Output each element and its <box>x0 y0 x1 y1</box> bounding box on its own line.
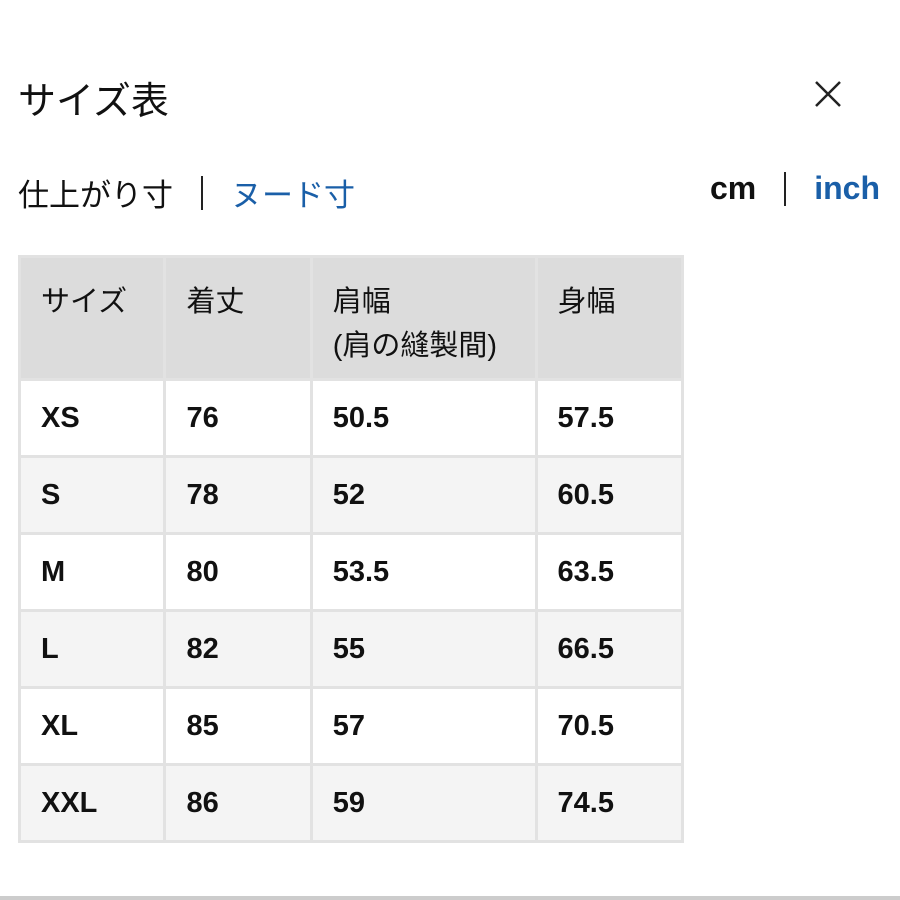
header-chest: 身幅 <box>534 255 685 381</box>
cell-chest: 63.5 <box>534 532 685 612</box>
cell-size: L <box>17 609 167 689</box>
bottom-divider <box>0 896 900 900</box>
table-row: XL 85 57 70.5 <box>17 686 685 766</box>
tab-nude-size[interactable]: ヌード寸 <box>231 178 355 213</box>
cell-size: XS <box>17 378 167 458</box>
table-row: S 78 52 60.5 <box>17 455 685 535</box>
cell-chest: 60.5 <box>534 455 685 535</box>
cell-size: M <box>17 532 167 612</box>
cell-shoulder: 57 <box>309 686 538 766</box>
page-title: サイズ表 <box>18 81 169 123</box>
cell-length: 78 <box>163 455 313 535</box>
cell-size: XXL <box>17 763 167 843</box>
cell-length: 86 <box>163 763 313 843</box>
header-shoulder: 肩幅 (肩の縫製間) <box>309 255 538 381</box>
size-table: サイズ 着丈 肩幅 (肩の縫製間) 身幅 XS 76 50.5 57.5 S 78 52 60.… <box>17 255 685 843</box>
cell-shoulder: 52 <box>309 455 538 535</box>
divider <box>201 175 203 210</box>
header-size: サイズ <box>17 255 167 381</box>
table-row: M 80 53.5 63.5 <box>17 532 685 612</box>
close-icon[interactable] <box>808 74 848 114</box>
cell-length: 76 <box>163 378 313 458</box>
unit-inch[interactable]: inch <box>814 170 880 206</box>
cell-length: 82 <box>163 609 313 689</box>
header-shoulder-label: 肩幅 <box>332 286 391 318</box>
table-row: XS 76 50.5 57.5 <box>17 378 685 458</box>
close-button[interactable] <box>808 74 848 114</box>
table-row: L 82 55 66.5 <box>17 609 685 689</box>
cell-size: XL <box>17 686 167 766</box>
cell-chest: 57.5 <box>534 378 685 458</box>
cell-shoulder: 50.5 <box>309 378 538 458</box>
table-header-row: サイズ 着丈 肩幅 (肩の縫製間) 身幅 <box>17 255 685 381</box>
cell-size: S <box>17 455 167 535</box>
tab-finished-size[interactable]: 仕上がり寸 <box>18 178 173 213</box>
unit-cm[interactable]: cm <box>709 170 757 206</box>
divider <box>784 171 787 206</box>
unit-tabs: cm inch <box>710 170 880 207</box>
header-shoulder-sub: (肩の縫製間) <box>332 330 498 362</box>
cell-length: 85 <box>163 686 313 766</box>
cell-chest: 74.5 <box>534 763 685 843</box>
cell-shoulder: 55 <box>309 609 538 689</box>
header-length: 着丈 <box>163 255 313 381</box>
measure-tabs: 仕上がり寸 ヌード寸 <box>18 170 355 215</box>
cell-length: 80 <box>163 532 313 612</box>
table-row: XXL 86 59 74.5 <box>17 763 685 843</box>
cell-chest: 70.5 <box>534 686 685 766</box>
cell-shoulder: 53.5 <box>309 532 538 612</box>
cell-shoulder: 59 <box>309 763 538 843</box>
cell-chest: 66.5 <box>534 609 685 689</box>
